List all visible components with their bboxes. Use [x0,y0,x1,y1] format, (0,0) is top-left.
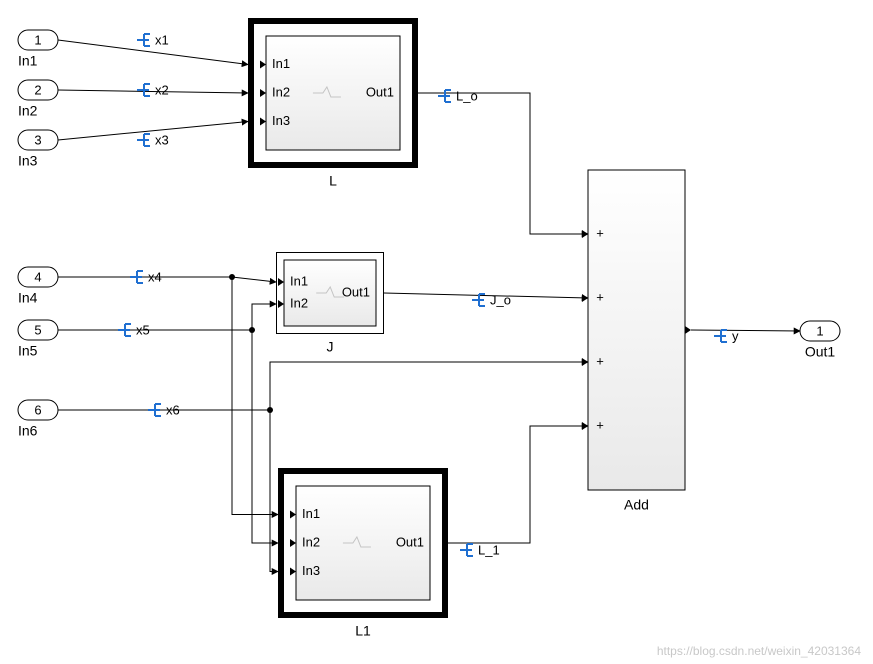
subsystem-label: L1 [355,623,371,639]
subsystem-label: J [327,339,334,355]
subsystem-inport-label: In1 [302,506,320,521]
subsystem-outport-label: Out1 [366,84,394,99]
junction [229,274,235,280]
inport-in3[interactable]: 3 [18,130,58,150]
inport-in1[interactable]: 1 [18,30,58,50]
outport-label: Out1 [805,344,836,360]
signal-label-text: x1 [155,32,169,47]
wire [58,40,248,65]
wire [270,362,588,410]
subsystem-inport-label: In2 [290,295,308,310]
wire [418,93,588,234]
watermark: https://blog.csdn.net/weixin_42031364 [657,644,861,658]
wire [232,277,278,515]
subsystem-j[interactable]: In1 In2 Out1 [277,253,384,334]
signal-l-1: L_1 [460,542,500,557]
inport-in2[interactable]: 2 [18,80,58,100]
junction [267,407,273,413]
signal-l-o: L_o [438,88,478,103]
inport-label: In1 [18,53,38,69]
signal-j-o: J_o [472,292,511,307]
subsystem-outport-label: Out1 [342,284,370,299]
outport-number: 1 [816,323,823,338]
wire [691,330,800,331]
simulink-diagram: 1 2 3 4 5 6 1 In1 In2 In3 Out1 In1 In2 Out1 In1 In2 In3… [0,0,873,664]
subsystem-l1[interactable]: In1 In2 In3 Out1 [281,471,445,615]
inport-number: 2 [34,82,41,97]
outport-out1[interactable]: 1 [800,321,840,341]
subsystem-inport-label: In3 [272,113,290,128]
inport-label: In3 [18,153,38,169]
signal-x2: x2 [137,82,169,97]
signal-label-text: x3 [155,132,169,147]
subsystem-inport-label: In1 [290,273,308,288]
add-label: Add [624,497,649,513]
subsystem-inport-label: In2 [272,84,290,99]
signal-label-text: L_1 [478,542,500,557]
wire [58,90,248,93]
inport-number: 1 [34,32,41,47]
inport-number: 4 [34,269,41,284]
inport-in4[interactable]: 4 [18,267,58,287]
wire [252,304,276,330]
subsystem-label: L [329,173,337,189]
add-sign: + [596,225,604,240]
subsystem-l[interactable]: In1 In2 In3 Out1 [251,21,415,165]
add-sign: + [596,417,604,432]
wire [232,277,276,282]
inport-in5[interactable]: 5 [18,320,58,340]
inport-number: 5 [34,322,41,337]
wire [384,293,588,298]
subsystem-inport-label: In1 [272,56,290,71]
signal-label-text: L_o [456,88,478,103]
subsystem-outport-label: Out1 [396,534,424,549]
inport-number: 3 [34,132,41,147]
wire [58,122,248,141]
inport-label: In5 [18,343,38,359]
wire [270,410,278,572]
signal-label-text: x4 [148,269,162,284]
signal-x3: x3 [137,132,169,147]
inport-label: In2 [18,103,38,119]
wire [448,426,588,543]
signal-label-text: y [732,328,739,343]
inport-label: In4 [18,290,38,306]
subsystem-inport-label: In3 [302,563,320,578]
inport-label: In6 [18,423,38,439]
subsystem-inport-label: In2 [302,534,320,549]
junction [249,327,255,333]
signal-label-text: x2 [155,82,169,97]
signal-label-text: J_o [490,292,511,307]
add-sign: + [596,353,604,368]
add-sign: + [596,289,604,304]
signal-x1: x1 [137,32,169,47]
inport-number: 6 [34,402,41,417]
add-block[interactable]: + + + + [582,170,691,490]
signal-label-text: x5 [136,322,150,337]
inport-in6[interactable]: 6 [18,400,58,420]
signal-label-text: x6 [166,402,180,417]
